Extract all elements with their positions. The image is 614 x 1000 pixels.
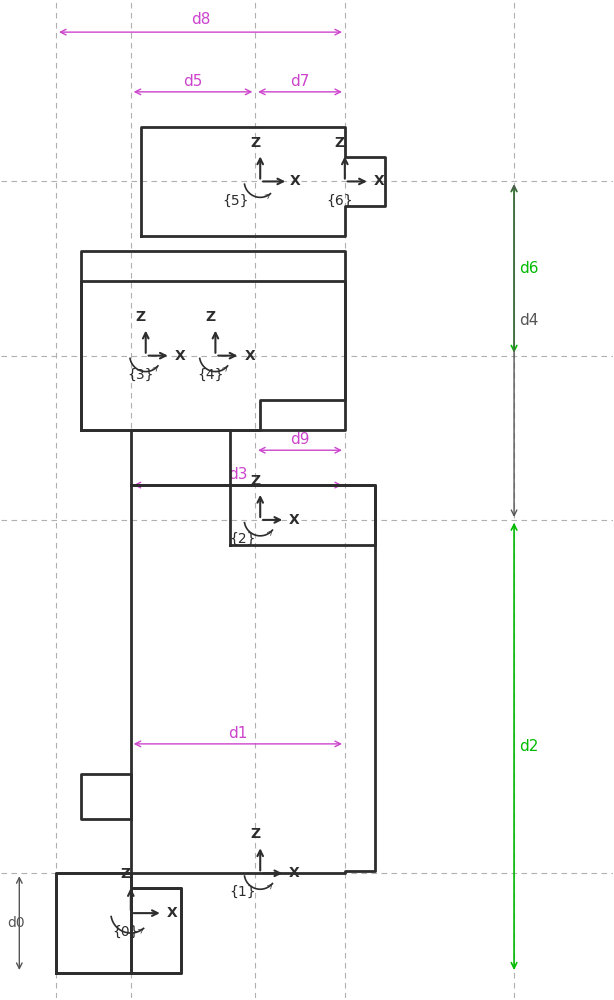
Text: X: X xyxy=(174,349,185,363)
Text: X: X xyxy=(374,174,384,188)
Text: d7: d7 xyxy=(290,74,309,89)
Text: {0}: {0} xyxy=(112,925,139,939)
Text: {4}: {4} xyxy=(197,368,223,382)
Text: Z: Z xyxy=(250,474,260,488)
Text: {1}: {1} xyxy=(229,885,255,899)
Text: {6}: {6} xyxy=(327,193,353,207)
Text: {3}: {3} xyxy=(128,368,154,382)
Text: d4: d4 xyxy=(519,313,538,328)
Text: X: X xyxy=(290,174,301,188)
Text: Z: Z xyxy=(335,136,345,150)
Text: d6: d6 xyxy=(519,261,538,276)
Text: Z: Z xyxy=(205,310,216,324)
Text: {5}: {5} xyxy=(222,193,249,207)
Text: X: X xyxy=(166,906,177,920)
Text: d0: d0 xyxy=(7,916,25,930)
Text: d5: d5 xyxy=(184,74,203,89)
Text: X: X xyxy=(289,866,300,880)
Text: {2}: {2} xyxy=(229,532,255,546)
Text: d2: d2 xyxy=(519,739,538,754)
Text: Z: Z xyxy=(250,136,260,150)
Text: X: X xyxy=(289,513,300,527)
Text: Z: Z xyxy=(250,827,260,841)
Text: d9: d9 xyxy=(290,432,310,447)
Text: d1: d1 xyxy=(228,726,247,741)
Text: Z: Z xyxy=(136,310,146,324)
Text: Z: Z xyxy=(121,867,131,881)
Text: d3: d3 xyxy=(228,467,247,482)
Text: d8: d8 xyxy=(191,12,210,27)
Text: X: X xyxy=(244,349,255,363)
